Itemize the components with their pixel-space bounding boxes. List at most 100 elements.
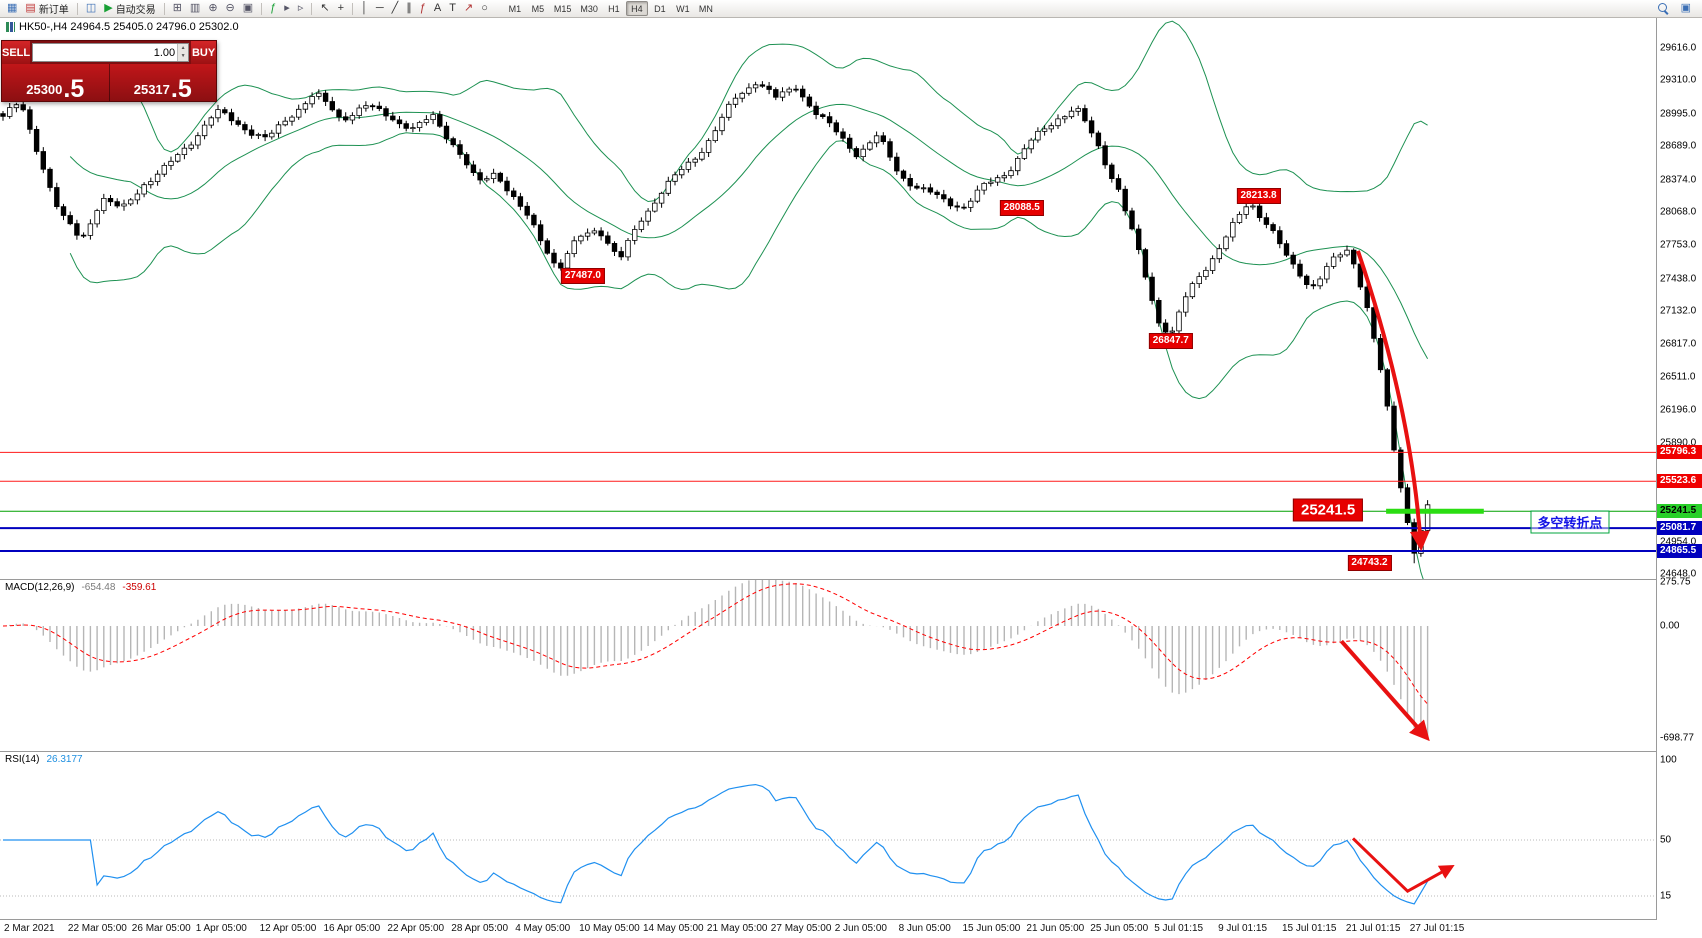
volume-decrease-button[interactable]: ▼ bbox=[178, 52, 189, 61]
price-tick: 25890.0 bbox=[1660, 437, 1697, 448]
price-tick: 27753.0 bbox=[1660, 239, 1697, 251]
equidistant-channel-icon: ∥ bbox=[406, 2, 412, 14]
time-label: 12 Apr 05:00 bbox=[259, 923, 317, 934]
turning-point-note[interactable]: 多空转折点 bbox=[1530, 510, 1610, 534]
vertical-line-icon: │ bbox=[361, 2, 368, 14]
timeframe-M15[interactable]: M15 bbox=[550, 1, 576, 16]
bollinger-upper-line bbox=[70, 20, 1428, 203]
auto-scroll-button[interactable]: ▸ bbox=[280, 1, 294, 17]
time-label: 27 May 05:00 bbox=[770, 923, 832, 934]
downtrend-arrow-macd[interactable] bbox=[1339, 639, 1430, 742]
volume-increase-button[interactable]: ▲ bbox=[178, 44, 189, 53]
timeframe-MN[interactable]: MN bbox=[695, 1, 717, 16]
zoom-out-icon: ⊖ bbox=[225, 2, 235, 14]
tile-windows-icon: ▣ bbox=[242, 2, 254, 14]
timeframe-D1[interactable]: D1 bbox=[649, 1, 671, 16]
tile-windows-button[interactable]: ▣ bbox=[239, 1, 257, 17]
time-label: 21 May 05:00 bbox=[706, 923, 768, 934]
new-order-icon: ▤ bbox=[25, 2, 36, 14]
buy-price[interactable]: 25317.5 bbox=[109, 64, 216, 103]
downtrend-arrow-main[interactable] bbox=[1356, 250, 1430, 552]
price-callout[interactable]: 24743.2 bbox=[1347, 555, 1392, 572]
auto-trading-button[interactable]: ▶ 自动交易 bbox=[100, 1, 159, 17]
macd-pane bbox=[2, 579, 1430, 742]
price-tick: 26511.0 bbox=[1660, 371, 1696, 383]
new-order-button[interactable]: ▤ 新订单 bbox=[21, 1, 72, 17]
timeframe-H4[interactable]: H4 bbox=[625, 1, 648, 16]
timeframe-M5[interactable]: M5 bbox=[527, 1, 549, 16]
text-label-icon: T bbox=[449, 2, 456, 14]
macd-axis-tick: 0.00 bbox=[1660, 620, 1680, 632]
price-callout[interactable]: 28213.8 bbox=[1236, 187, 1281, 204]
time-label: 14 May 05:00 bbox=[643, 923, 704, 934]
arrow-object-button[interactable]: ↗ bbox=[460, 1, 477, 17]
bollinger-middle-line bbox=[69, 103, 1429, 360]
toolbar-separator bbox=[261, 2, 263, 15]
rsi-pane bbox=[0, 783, 1656, 905]
shapes-button[interactable]: ○ bbox=[477, 1, 492, 17]
shapes-icon: ○ bbox=[481, 2, 488, 14]
time-label: 2 Mar 2021 bbox=[4, 923, 55, 934]
chart-shift-button[interactable]: ▹ bbox=[294, 1, 308, 17]
macd-name: MACD(12,26,9) bbox=[5, 582, 75, 593]
time-label: 22 Apr 05:00 bbox=[387, 923, 445, 934]
sell-price[interactable]: 25300.5 bbox=[2, 64, 110, 101]
toolbar-right-groups: ▣ bbox=[1654, 1, 1699, 17]
buy-button[interactable]: BUY bbox=[191, 41, 216, 64]
reversal-arrow-rsi[interactable] bbox=[1351, 837, 1455, 894]
text-button[interactable]: A bbox=[430, 1, 445, 17]
crosshair-button[interactable]: + bbox=[334, 1, 348, 17]
time-axis[interactable]: 2 Mar 2021 22 Mar 05:00 26 Mar 05:00 1 Apr … bbox=[0, 920, 1656, 938]
zoom-out-button[interactable]: ⊖ bbox=[222, 1, 239, 17]
rsi-axis-tick: 15 bbox=[1660, 890, 1672, 902]
horizontal-line-button[interactable]: ─ bbox=[372, 1, 388, 17]
search-button[interactable] bbox=[1654, 1, 1673, 17]
price-tick: 24954.0 bbox=[1660, 536, 1697, 548]
data-panel-icon: ▣ bbox=[1680, 2, 1691, 14]
sell-button[interactable]: SELL bbox=[2, 41, 31, 64]
vertical-line-button[interactable]: │ bbox=[357, 1, 372, 17]
price-tick: 27438.0 bbox=[1660, 273, 1697, 285]
text-label-button[interactable]: T bbox=[445, 1, 460, 17]
timeframe-group: M1 M5 M15 M30 H1 H4 D1 W1 MN bbox=[504, 1, 717, 16]
trendline-button[interactable]: ╱ bbox=[388, 1, 403, 17]
fibonacci-button[interactable]: ƒ bbox=[416, 1, 430, 17]
profiles-button[interactable]: ▥ bbox=[186, 1, 204, 17]
price-axis[interactable]: 29616.0 29310.0 28995.0 28689.0 28374.0 28068… bbox=[1657, 18, 1702, 938]
price-callout[interactable]: 27487.0 bbox=[560, 268, 605, 285]
price-callout[interactable]: 26847.7 bbox=[1148, 332, 1193, 349]
rsi-line bbox=[3, 783, 1429, 905]
new-chart-button[interactable]: ⊞ bbox=[169, 1, 186, 17]
sell-price-big: .5 bbox=[63, 74, 85, 103]
chart-window-button[interactable]: ◫ bbox=[82, 1, 100, 17]
data-panel-button[interactable]: ▣ bbox=[1677, 1, 1695, 17]
toolbar-separator bbox=[352, 2, 353, 15]
timeframe-M30[interactable]: M30 bbox=[576, 1, 602, 16]
time-label: 21 Jun 05:00 bbox=[1026, 923, 1085, 934]
timeframe-W1[interactable]: W1 bbox=[672, 1, 694, 16]
rsi-axis-tick: 50 bbox=[1660, 834, 1672, 846]
app-chart-icon: ▦ bbox=[7, 2, 18, 14]
chart-window-icon: ◫ bbox=[85, 2, 97, 14]
macd-signal-value: -359.61 bbox=[122, 582, 157, 593]
zoom-in-button[interactable]: ⊕ bbox=[204, 1, 221, 17]
chart-shift-icon: ▹ bbox=[297, 2, 304, 14]
price-callout[interactable]: 28088.5 bbox=[999, 199, 1044, 216]
cursor-button[interactable]: ↖ bbox=[316, 1, 333, 17]
macd-indicator-label: MACD(12,26,9) -654.48 -359.61 bbox=[5, 582, 156, 593]
app-chart-button[interactable]: ▦ bbox=[3, 1, 21, 17]
indicators-button[interactable]: ƒ bbox=[266, 1, 280, 17]
main-price-pane bbox=[0, 20, 1656, 579]
toolbar: ▦ ▤ 新订单 ◫ ▶ 自动交易 ⊞ ▥ ⊕ ⊖ ▣ ƒ ▸ ▹ ↖ + │ ─ ╱ ∥ ƒ A T ↗ ○ M1 M5 M15 M3… bbox=[0, 0, 1702, 18]
bearish-candles bbox=[0, 84, 1417, 554]
macd-axis-tick: 275.75 bbox=[1660, 576, 1691, 588]
time-label: 5 Jul 01:15 bbox=[1154, 923, 1204, 934]
equidistant-channel-button[interactable]: ∥ bbox=[402, 1, 416, 17]
volume-input[interactable] bbox=[33, 44, 178, 61]
timeframe-H1[interactable]: H1 bbox=[603, 1, 625, 16]
timeframe-M1[interactable]: M1 bbox=[504, 1, 526, 16]
price-callout[interactable]: 25241.5 bbox=[1292, 498, 1364, 522]
text-icon: A bbox=[433, 2, 442, 14]
buy-price-big: .5 bbox=[170, 74, 192, 103]
